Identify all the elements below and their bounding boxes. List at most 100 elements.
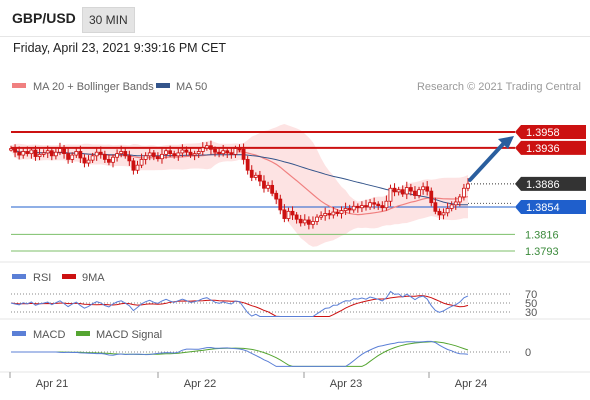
- bollinger-band: [11, 124, 468, 247]
- candle-body: [94, 151, 99, 157]
- candle-body: [286, 210, 291, 219]
- candle-body: [453, 201, 458, 206]
- candle-body: [111, 156, 115, 163]
- forecast-arrow-shaft: [468, 140, 507, 182]
- rsi-level-label-50: 50: [525, 298, 537, 310]
- price-label-1.3793: 1.3793: [525, 246, 559, 258]
- candle-body: [9, 148, 13, 151]
- rsi-ma-line: [10, 295, 469, 317]
- candle-body: [115, 153, 119, 158]
- legend-swatch-macd-signal: [76, 331, 90, 336]
- candle-body: [78, 151, 83, 159]
- candle-body: [86, 159, 91, 164]
- candle-body: [127, 155, 132, 162]
- candle-body: [290, 210, 295, 216]
- candle-body: [347, 208, 352, 211]
- price-label-bg-1.3958: [515, 125, 586, 139]
- candle-body: [433, 202, 438, 212]
- candle-body: [302, 219, 307, 224]
- candle-body: [282, 209, 287, 219]
- candle-body: [102, 153, 107, 160]
- candle-body: [192, 153, 197, 156]
- candle-body: [408, 187, 413, 192]
- candle-body: [253, 174, 258, 178]
- candle-body: [278, 198, 283, 211]
- price-label-bg-1.3886: [515, 176, 586, 191]
- candle-body: [221, 150, 226, 155]
- price-label-bg-1.3854: [515, 200, 586, 215]
- candle-body: [437, 210, 442, 216]
- candle-body: [388, 187, 393, 202]
- candle-body: [396, 189, 401, 193]
- chart-datetime: Friday, April 23, 2021 9:39:16 PM CET: [13, 41, 227, 55]
- candle-body: [151, 152, 156, 157]
- candle-body: [82, 157, 87, 164]
- candle-body: [384, 200, 389, 209]
- price-label-bg-1.3936: [515, 140, 586, 155]
- candle-body: [311, 221, 315, 225]
- candle-body: [413, 190, 417, 196]
- candle-body: [241, 148, 246, 160]
- candle-body: [274, 192, 279, 200]
- rsi-level-label-30: 30: [525, 307, 537, 319]
- candle-body: [229, 152, 234, 155]
- candle-body: [204, 145, 209, 149]
- x-tick-label-1: Apr 22: [184, 378, 216, 390]
- candle-body: [466, 183, 470, 189]
- candle-body: [25, 151, 30, 155]
- legend-swatch-rsi: [12, 274, 26, 279]
- header-divider: [0, 36, 590, 37]
- candle-body: [188, 151, 193, 156]
- candle-body: [262, 180, 266, 189]
- candle-body: [404, 187, 409, 195]
- candle-body: [49, 150, 54, 157]
- candle-body: [147, 152, 152, 157]
- candle-body: [45, 150, 50, 154]
- symbol-label: GBP/USD: [12, 10, 76, 26]
- legend-swatch-ma20: [12, 83, 26, 88]
- candle-body: [425, 186, 430, 192]
- rsi-line: [10, 290, 469, 317]
- candle-body: [196, 151, 201, 155]
- candle-body: [41, 152, 46, 155]
- chart-credit: Research © 2021 Trading Central: [417, 81, 581, 93]
- candle-body: [155, 156, 160, 160]
- candle-body: [176, 152, 181, 157]
- candle-body: [172, 153, 177, 157]
- legend-label-rsi-ma: 9MA: [82, 272, 105, 284]
- macd-signal-line: [11, 341, 469, 367]
- legend-label-macd: MACD: [33, 329, 65, 341]
- price-label-1.3886: 1.3886: [526, 179, 560, 191]
- price-label-1.3958: 1.3958: [526, 127, 560, 139]
- candle-body: [360, 205, 364, 209]
- candle-body: [200, 147, 205, 152]
- price-label-1.3816: 1.3816: [525, 229, 559, 241]
- candle-body: [119, 151, 124, 155]
- candle-body: [372, 202, 377, 205]
- candle-body: [237, 148, 242, 151]
- macd-level-label-0: 0: [525, 347, 531, 359]
- candle-body: [225, 150, 230, 154]
- candle-body: [98, 151, 103, 155]
- candle-body: [319, 215, 324, 218]
- macd-line: [11, 340, 469, 367]
- x-tick-label-2: Apr 23: [330, 378, 362, 390]
- candle-body: [298, 218, 303, 224]
- candle-body: [457, 196, 462, 203]
- candle-body: [53, 151, 58, 157]
- candle-body: [331, 211, 336, 216]
- timeframe-badge[interactable]: 30 MIN: [82, 7, 135, 33]
- price-label-1.3936: 1.3936: [526, 143, 560, 155]
- candle-body: [209, 145, 213, 150]
- candle-body: [351, 205, 356, 211]
- candle-body: [364, 205, 368, 208]
- candle-body: [37, 153, 42, 157]
- chart-header: GBP/USD 30 MIN: [0, 0, 590, 38]
- candle-body: [266, 184, 270, 189]
- candle-body: [131, 160, 136, 171]
- candle-body: [13, 148, 17, 153]
- candle-body: [392, 187, 397, 193]
- candle-body: [335, 211, 340, 214]
- candle-body: [449, 204, 454, 209]
- candle-body: [417, 189, 421, 196]
